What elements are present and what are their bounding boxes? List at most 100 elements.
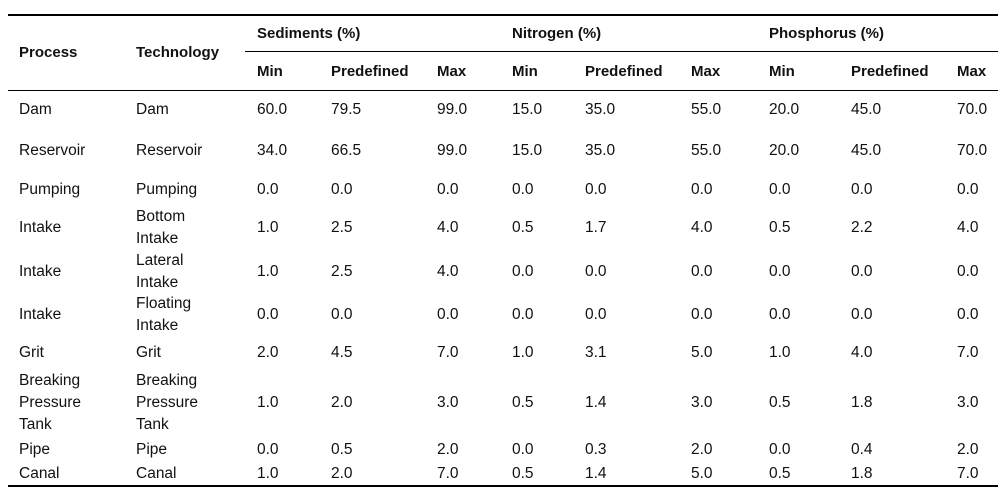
cell-value: 3.0 xyxy=(437,394,459,411)
cell-value: 4.5 xyxy=(331,344,353,361)
cell-value: 7.0 xyxy=(437,465,459,482)
cell-value: 0.0 xyxy=(512,181,534,198)
cell-value: 0.0 xyxy=(691,181,713,198)
cell-value: 1.8 xyxy=(851,465,873,482)
cell-value: 15.0 xyxy=(512,142,543,159)
cell-value: 7.0 xyxy=(437,344,459,361)
cell-process: Dam xyxy=(19,101,52,118)
cell-technology: Pumping xyxy=(136,181,198,198)
cell-value: 60.0 xyxy=(257,101,288,118)
cell-value: 0.0 xyxy=(769,263,791,280)
cell-value: 99.0 xyxy=(437,101,468,118)
cell-value: 1.0 xyxy=(257,465,279,482)
cell-value: 20.0 xyxy=(769,142,800,159)
cell-process: Intake xyxy=(19,263,62,280)
cell-value: 2.0 xyxy=(257,344,279,361)
cell-value: 4.0 xyxy=(437,219,459,236)
header-technology: Technology xyxy=(136,44,220,61)
header-group-phosphorus: Phosphorus (%) xyxy=(769,25,884,42)
cell-value: 55.0 xyxy=(691,142,722,159)
header-sub-predefined: Predefined xyxy=(851,63,929,80)
cell-value: 0.0 xyxy=(957,181,979,198)
header-sub-max: Max xyxy=(957,63,987,80)
cell-value: 4.0 xyxy=(691,219,713,236)
cell-value: 2.0 xyxy=(691,441,713,458)
cell-value: 35.0 xyxy=(585,142,616,159)
header-group-nitrogen: Nitrogen (%) xyxy=(512,25,602,42)
cell-value: 3.1 xyxy=(585,344,607,361)
header-group-sediments: Sediments (%) xyxy=(257,25,361,42)
cell-value: 0.0 xyxy=(585,306,607,323)
cell-process: Reservoir xyxy=(19,142,86,159)
cell-value: 0.5 xyxy=(512,465,534,482)
bottom-rule xyxy=(8,485,998,487)
cell-value: 70.0 xyxy=(957,101,988,118)
cell-value: 1.8 xyxy=(851,394,873,411)
cell-value: 1.0 xyxy=(257,219,279,236)
header-sub-min: Min xyxy=(512,63,538,80)
cell-technology: Dam xyxy=(136,101,169,118)
cell-value: 2.5 xyxy=(331,263,353,280)
cell-value: 0.0 xyxy=(512,306,534,323)
cell-technology: Bottom xyxy=(136,208,186,225)
cell-value: 5.0 xyxy=(691,465,713,482)
header-sub-min: Min xyxy=(257,63,283,80)
cell-value: 0.0 xyxy=(769,306,791,323)
cell-value: 0.0 xyxy=(957,263,979,280)
cell-value: 1.0 xyxy=(769,344,791,361)
cell-value: 34.0 xyxy=(257,142,288,159)
header-sub-predefined: Predefined xyxy=(331,63,409,80)
cell-technology: Lateral xyxy=(136,252,184,269)
cell-value: 0.3 xyxy=(585,441,607,458)
cell-value: 20.0 xyxy=(769,101,800,118)
cell-value: 1.0 xyxy=(512,344,534,361)
cell-technology: Floating xyxy=(136,295,192,312)
cell-process: Grit xyxy=(19,344,44,361)
cell-technology: Grit xyxy=(136,344,161,361)
cell-value: 0.5 xyxy=(512,219,534,236)
cell-value: 0.5 xyxy=(769,465,791,482)
cell-value: 66.5 xyxy=(331,142,362,159)
cell-value: 0.0 xyxy=(957,306,979,323)
cell-technology: Intake xyxy=(136,230,179,247)
cell-value: 4.0 xyxy=(437,263,459,280)
cell-value: 0.0 xyxy=(851,263,873,280)
cell-value: 0.0 xyxy=(331,306,353,323)
cell-process: Intake xyxy=(19,306,62,323)
cell-process: Pumping xyxy=(19,181,81,198)
cell-value: 0.0 xyxy=(437,306,459,323)
cell-technology: Tank xyxy=(136,416,169,433)
cell-value: 2.0 xyxy=(331,465,353,482)
cell-value: 0.5 xyxy=(512,394,534,411)
cell-value: 45.0 xyxy=(851,142,882,159)
cell-process: Pipe xyxy=(19,441,51,458)
header-rule xyxy=(8,90,998,91)
cell-value: 0.5 xyxy=(769,219,791,236)
cell-value: 0.0 xyxy=(769,441,791,458)
cell-value: 0.0 xyxy=(331,181,353,198)
cell-technology: Intake xyxy=(136,274,179,291)
cell-process: Intake xyxy=(19,219,62,236)
cell-technology: Reservoir xyxy=(136,142,203,159)
cell-technology: Canal xyxy=(136,465,177,482)
cell-value: 3.0 xyxy=(957,394,979,411)
cell-value: 0.0 xyxy=(512,441,534,458)
cell-process: Breaking xyxy=(19,372,81,389)
header-sub-max: Max xyxy=(691,63,721,80)
cell-value: 4.0 xyxy=(851,344,873,361)
cell-value: 2.0 xyxy=(437,441,459,458)
cell-value: 35.0 xyxy=(585,101,616,118)
cell-value: 0.5 xyxy=(769,394,791,411)
cell-value: 70.0 xyxy=(957,142,988,159)
cell-technology: Pressure xyxy=(136,394,199,411)
cell-value: 55.0 xyxy=(691,101,722,118)
cell-value: 3.0 xyxy=(691,394,713,411)
cell-process: Canal xyxy=(19,465,60,482)
cell-value: 5.0 xyxy=(691,344,713,361)
cell-value: 1.0 xyxy=(257,394,279,411)
cell-value: 2.0 xyxy=(957,441,979,458)
cell-value: 0.0 xyxy=(851,181,873,198)
cell-value: 4.0 xyxy=(957,219,979,236)
cell-value: 0.0 xyxy=(257,441,279,458)
cell-value: 45.0 xyxy=(851,101,882,118)
